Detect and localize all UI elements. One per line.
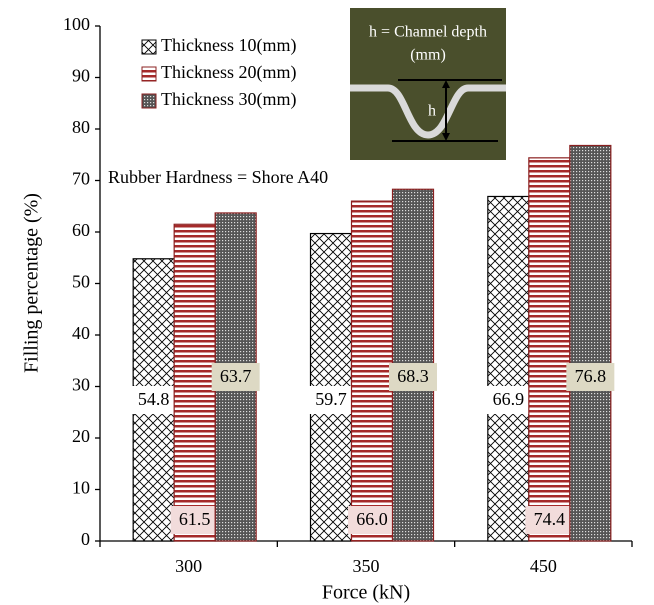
- legend-swatch: [142, 94, 156, 108]
- legend-label: Thickness 30(mm): [161, 89, 296, 110]
- legend-label: Thickness 20(mm): [161, 62, 296, 83]
- legend-label: Thickness 10(mm): [161, 35, 296, 56]
- y-tick-label: 20: [72, 426, 90, 446]
- value-label: 76.8: [575, 366, 607, 386]
- inset-photo: h = Channel depth (mm) h: [350, 8, 506, 160]
- y-tick-label: 100: [63, 14, 90, 34]
- y-axis-title: Filling percentage (%): [21, 193, 43, 373]
- y-tick-label: 70: [72, 169, 90, 189]
- y-tick-label: 40: [72, 323, 90, 343]
- y-tick-label: 0: [81, 529, 90, 549]
- annotation: Rubber Hardness = Shore A40: [108, 167, 328, 187]
- bar: [488, 196, 529, 541]
- bar: [352, 201, 393, 541]
- value-label: 66.0: [356, 509, 388, 529]
- bar: [570, 145, 611, 541]
- y-tick-label: 90: [72, 66, 90, 86]
- inset-label: (mm): [410, 47, 446, 64]
- legend-swatch: [142, 40, 156, 54]
- y-tick-label: 30: [72, 375, 90, 395]
- value-label: 61.5: [179, 509, 211, 529]
- value-label: 66.9: [493, 389, 525, 409]
- bar: [529, 158, 570, 541]
- bar: [174, 224, 215, 541]
- y-tick-label: 80: [72, 117, 90, 137]
- value-label: 68.3: [397, 366, 429, 386]
- inset-label: h: [428, 103, 436, 120]
- page: h = Channel depth (mm) h Rubber Hardness…: [0, 0, 654, 605]
- value-label: 54.8: [138, 389, 170, 409]
- y-tick-label: 50: [72, 272, 90, 292]
- value-label: 63.7: [220, 366, 252, 386]
- x-axis-title: Force (kN): [322, 582, 410, 604]
- x-tick-label: 450: [530, 556, 557, 576]
- legend-swatch: [142, 67, 156, 81]
- x-tick-label: 300: [175, 556, 202, 576]
- value-label: 59.7: [315, 389, 347, 409]
- y-tick-label: 10: [72, 478, 90, 498]
- x-tick-label: 350: [353, 556, 380, 576]
- inset-label: h = Channel depth: [369, 24, 487, 41]
- chart: h = Channel depth (mm) h Rubber Hardness…: [0, 0, 654, 605]
- value-label: 74.4: [534, 509, 566, 529]
- y-tick-label: 60: [72, 220, 90, 240]
